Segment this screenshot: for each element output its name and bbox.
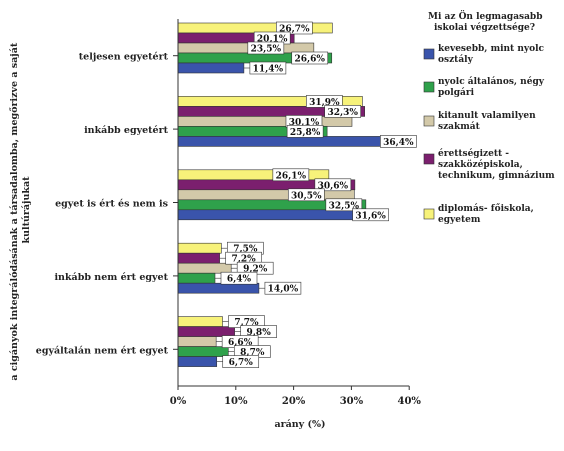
legend-label-1-line-1: kevesebb, mint nyolc [438, 44, 545, 54]
legend-label-3-line-1: kitanult valamilyen [438, 111, 536, 121]
data-label-3-5: 26,1% [276, 171, 307, 181]
data-label-4-3: 9,2% [243, 265, 268, 275]
data-label-5-1: 6,7% [229, 358, 254, 368]
x-tick-label-1: 0% [170, 396, 187, 407]
data-label-box-3-1 [352, 208, 389, 222]
x-tick-label-3: 20% [282, 396, 306, 407]
data-label-4-5: 7,5% [233, 245, 258, 255]
bar-5-series-2 [177, 346, 229, 357]
data-label-2-2: 25,8% [290, 128, 321, 138]
data-label-2-3: 30,1% [289, 118, 320, 128]
bar-1-series-1 [177, 62, 245, 74]
x-tick-label-2: 10% [224, 396, 248, 407]
category-label-2: inkább egyetért [84, 125, 169, 136]
bar-4-series-3 [177, 262, 232, 274]
data-label-box-1-3 [247, 41, 285, 55]
y-axis-label-line-2: kultúrájukat [21, 176, 32, 244]
axes-layer: teljesen egyetért inkább egyetért egyet is… [36, 19, 421, 407]
bar-1-series-3 [177, 42, 315, 54]
data-label-5-5: 7,7% [234, 318, 259, 328]
data-label-box-2-4 [324, 105, 361, 118]
data-label-box-3-3 [287, 188, 325, 202]
legend-label-5: diplomás- főiskola, egyetem [438, 203, 534, 225]
data-label-1-3: 23,5% [251, 45, 282, 55]
data-label-1-4: 20,1% [257, 35, 288, 45]
bar-5-series-4 [177, 326, 235, 337]
bar-2-series-1 [177, 136, 389, 147]
legend-label-4-line-1: érettségizett - [438, 148, 509, 159]
bar-5-series-1 [177, 356, 218, 367]
legend-title: Mi az Ön legmagasabb iskolai végzettsége… [428, 9, 546, 33]
data-label-3-4: 30,6% [318, 181, 349, 191]
data-label-1-2: 26,6% [295, 55, 326, 65]
data-labels-layer: 26,7%20,1%23,5% 26,6% 11,4% 31,9%32,3% 30,1%… [214, 21, 417, 368]
data-label-1-5: 26,7% [279, 25, 310, 35]
x-tick-label-5: 40% [397, 396, 421, 407]
legend-swatch-1 [423, 48, 435, 60]
category-label-1: teljesen egyetért [79, 52, 169, 63]
legend-label-4-line-2: szakközépiskola, [438, 159, 523, 170]
bar-4-series-2 [177, 272, 216, 284]
x-axis-label: arány (%) [274, 419, 325, 430]
legend-label-1-line-2: osztály [438, 54, 474, 65]
data-label-5-2: 8,7% [240, 348, 265, 358]
legend-label-4-line-3: technikum, gimnázium [438, 170, 555, 181]
legend-label-4: érettségizett -szakközépiskola, technikum… [438, 148, 555, 181]
bar-5-series-3 [177, 336, 217, 347]
legend-label-3: kitanult valamilyen szakmát [438, 111, 536, 132]
data-label-box-3-5 [272, 168, 310, 182]
legend-label-5-line-1: diplomás- főiskola, [438, 203, 534, 214]
legend-label-1: kevesebb, mint nyolc osztály [438, 44, 545, 65]
data-label-4-1: 14,0% [268, 285, 299, 295]
bar-4-series-5 [177, 242, 222, 254]
data-label-1-1: 11,4% [253, 65, 284, 75]
data-label-box-2-5 [306, 95, 343, 108]
bar-4-series-4 [177, 252, 220, 264]
legend-title-line-2: iskolai végzettsége? [434, 22, 535, 33]
data-label-2-4: 32,3% [327, 108, 358, 118]
data-label-box-2-2 [286, 125, 324, 138]
data-label-4-2: 6,4% [227, 275, 252, 285]
data-label-box-1-5 [276, 21, 313, 35]
data-label-box-3-4 [314, 178, 352, 192]
data-label-3-3: 30,5% [291, 191, 322, 201]
legend-label-3-line-2: szakmát [438, 121, 481, 132]
data-label-3-2: 32,5% [329, 201, 360, 211]
data-label-box-3-2 [325, 198, 363, 212]
legend-swatch-3 [423, 115, 435, 127]
data-label-box-2-1 [380, 135, 417, 148]
data-label-2-5: 31,9% [309, 98, 340, 108]
legend-label-2: nyolc általános, négy polgári [438, 76, 545, 98]
data-label-5-4: 9,8% [247, 328, 272, 338]
bars-layer [177, 22, 389, 367]
x-tick-label-4: 30% [340, 396, 364, 407]
bar-2-series-3 [177, 116, 353, 127]
legend-swatch-4 [423, 153, 435, 165]
bar-5-series-5 [177, 316, 223, 327]
legend-swatch-5 [423, 208, 435, 220]
legend-swatch-2 [423, 81, 435, 93]
data-label-5-3: 6,6% [228, 338, 253, 348]
legend: Mi az Ön legmagasabb iskolai végzettsége… [423, 9, 555, 225]
data-label-4-4: 7,2% [232, 255, 257, 265]
legend-label-2-line-2: polgári [438, 87, 475, 98]
y-axis-label-line-1: a cigányok integrálódásának a társadalom… [9, 42, 20, 380]
legend-label-2-line-1: nyolc általános, négy [438, 76, 545, 87]
category-label-4: inkább nem ért egyet [54, 272, 168, 283]
data-label-2-1: 36,4% [383, 138, 414, 148]
category-label-5: egyáltalán nem ért egyet [36, 345, 169, 356]
data-label-3-1: 31,6% [355, 211, 386, 221]
data-label-box-1-2 [291, 51, 329, 65]
legend-title-line-1: Mi az Ön legmagasabb [428, 9, 543, 22]
legend-label-5-line-2: egyetem [438, 215, 481, 225]
y-axis-label: a cigányok integrálódásának a társadalom… [9, 39, 32, 380]
category-label-3: egyet is ért és nem is [55, 199, 168, 210]
